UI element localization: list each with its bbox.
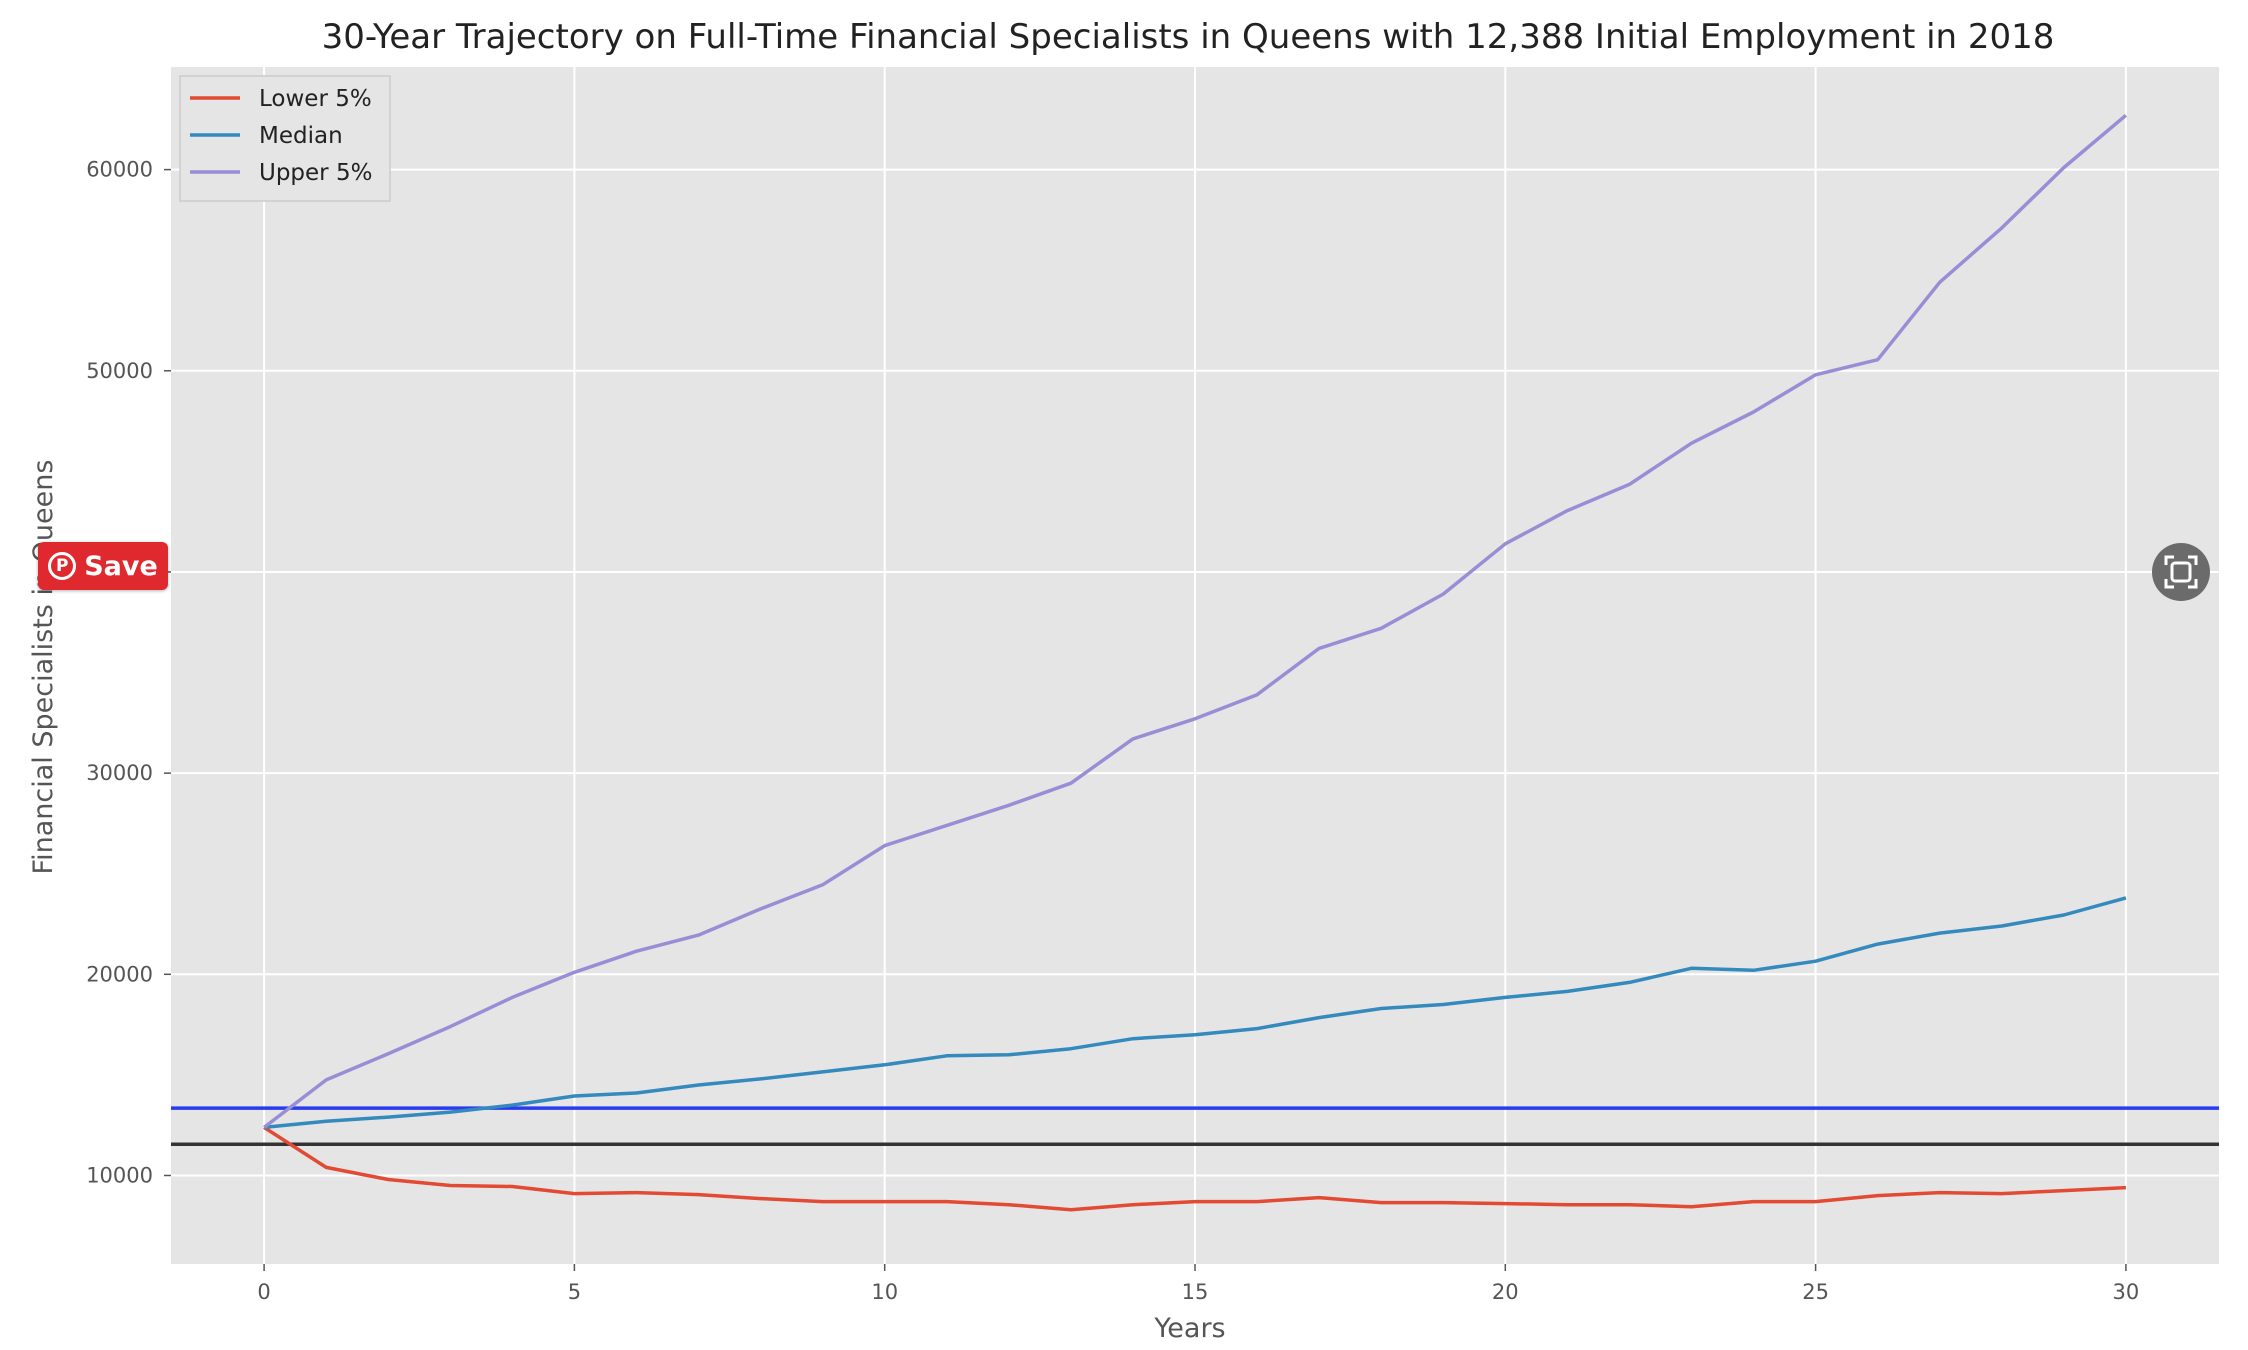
chart-title: 30-Year Trajectory on Full-Time Financia… [322,17,2055,57]
legend-label: Median [259,123,343,149]
legend-label: Upper 5% [259,160,372,186]
x-tick-label: 15 [1182,1280,1209,1304]
y-tick-label: 10000 [86,1163,153,1187]
reference-lines [171,1106,2219,1147]
series-line-lower-5- [263,1125,2126,1212]
y-tick-label: 60000 [86,158,153,182]
grid [171,67,2219,1264]
save-label: Save [84,550,158,582]
expand-icon [2164,555,2198,589]
legend-label: Lower 5% [259,86,372,112]
x-axis-ticks: 0 5 10 15 20 25 30 [257,1264,2139,1304]
x-tick-label: 25 [1802,1280,1829,1304]
pinterest-icon: P [48,552,77,580]
x-tick-label: 5 [568,1280,581,1304]
x-tick-label: 20 [1492,1280,1519,1304]
series-lines [263,113,2128,1212]
series-line-upper-5- [263,113,2128,1129]
y-axis-ticks: 100002000030000400005000060000 [86,158,171,1187]
x-axis-label: Years [1153,1313,1225,1344]
expand-button[interactable] [2152,543,2210,601]
x-tick-label: 30 [2113,1280,2140,1304]
y-tick-label: 20000 [86,962,153,986]
y-tick-label: 50000 [86,359,153,383]
pinterest-save-button[interactable]: P Save [38,542,168,590]
x-tick-label: 0 [257,1280,270,1304]
x-tick-label: 10 [871,1280,898,1304]
y-axis-label: Financial Specialists in Queens [28,460,59,875]
legend: Lower 5% Median Upper 5% [179,75,391,202]
series-line-median [263,896,2127,1130]
y-tick-label: 30000 [86,761,153,785]
